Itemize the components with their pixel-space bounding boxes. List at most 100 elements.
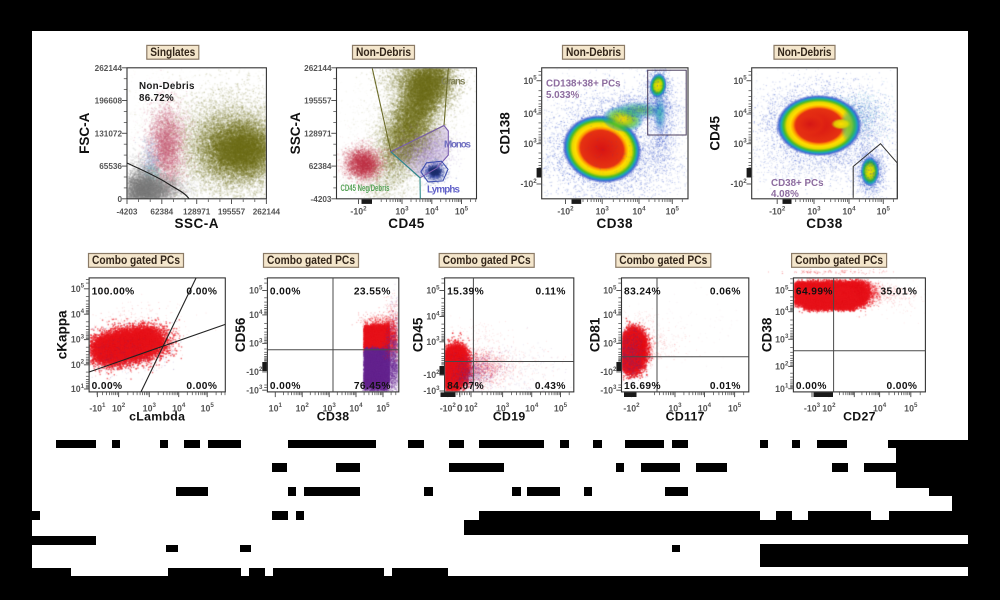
svg-text:64.99%: 64.99% <box>796 286 833 297</box>
svg-text:0: 0 <box>117 195 122 204</box>
svg-text:0.00%: 0.00% <box>186 381 217 392</box>
svg-text:23.55%: 23.55% <box>354 286 391 297</box>
svg-text:FSC-A: FSC-A <box>77 112 92 153</box>
svg-text:104: 104 <box>733 108 747 119</box>
svg-text:104: 104 <box>249 309 263 320</box>
svg-text:4.08%: 4.08% <box>771 189 799 200</box>
svg-text:103: 103 <box>596 205 610 216</box>
svg-text:Lymphs: Lymphs <box>427 185 461 196</box>
svg-text:104: 104 <box>71 308 85 319</box>
svg-text:102: 102 <box>464 402 478 413</box>
svg-text:CD38: CD38 <box>806 216 843 231</box>
svg-text:105: 105 <box>728 402 742 413</box>
svg-text:CD117: CD117 <box>666 410 705 424</box>
svg-text:262144: 262144 <box>304 64 332 73</box>
svg-text:103: 103 <box>395 205 409 216</box>
svg-text:Grans: Grans <box>441 77 466 88</box>
svg-text:0.00%: 0.00% <box>270 286 301 297</box>
svg-text:104: 104 <box>775 306 789 317</box>
svg-text:128971: 128971 <box>304 129 332 138</box>
svg-text:105: 105 <box>71 283 85 294</box>
svg-text:-102: -102 <box>440 402 457 413</box>
svg-text:CD138: CD138 <box>498 112 513 155</box>
svg-text:104: 104 <box>873 402 887 413</box>
svg-text:103: 103 <box>249 337 263 348</box>
svg-text:Combo gated PCs: Combo gated PCs <box>619 254 707 267</box>
svg-text:195557: 195557 <box>304 97 332 106</box>
svg-text:0.01%: 0.01% <box>710 381 741 392</box>
svg-text:0.00%: 0.00% <box>92 381 123 392</box>
svg-text:Non-Debris: Non-Debris <box>778 46 832 59</box>
svg-text:CD38+ PCs: CD38+ PCs <box>771 178 824 189</box>
svg-text:cKappa: cKappa <box>55 310 70 359</box>
svg-text:195557: 195557 <box>218 208 246 217</box>
svg-text:0.00%: 0.00% <box>186 286 217 297</box>
svg-text:0.06%: 0.06% <box>710 286 741 297</box>
svg-text:65536: 65536 <box>99 162 122 171</box>
svg-text:SSC-A: SSC-A <box>174 216 219 231</box>
svg-text:196608: 196608 <box>95 97 123 106</box>
svg-text:15.39%: 15.39% <box>447 286 484 297</box>
svg-text:262144: 262144 <box>253 208 281 217</box>
svg-text:Singlates: Singlates <box>150 46 195 59</box>
svg-text:CD27: CD27 <box>843 410 876 424</box>
svg-text:Combo gated PCs: Combo gated PCs <box>443 254 531 267</box>
svg-text:Combo gated PCs: Combo gated PCs <box>795 254 883 267</box>
svg-text:103: 103 <box>426 336 440 347</box>
svg-text:CD45: CD45 <box>388 216 425 231</box>
svg-text:104: 104 <box>425 205 439 216</box>
svg-text:103: 103 <box>71 334 85 345</box>
svg-text:Monos: Monos <box>444 140 472 151</box>
svg-text:-102: -102 <box>246 366 263 377</box>
svg-text:CD45 Neg/Debris: CD45 Neg/Debris <box>341 183 390 193</box>
svg-text:83.24%: 83.24% <box>624 286 661 297</box>
svg-text:105: 105 <box>249 284 263 295</box>
svg-text:104: 104 <box>426 310 440 321</box>
svg-text:105: 105 <box>201 402 215 413</box>
svg-text:105: 105 <box>666 205 680 216</box>
svg-text:35.01%: 35.01% <box>880 286 917 297</box>
svg-text:104: 104 <box>842 205 856 216</box>
svg-text:105: 105 <box>426 284 440 295</box>
svg-text:103: 103 <box>143 402 157 413</box>
svg-text:CD81: CD81 <box>588 317 603 352</box>
svg-text:105: 105 <box>733 75 747 86</box>
svg-text:131072: 131072 <box>95 129 123 138</box>
svg-text:-102: -102 <box>623 402 640 413</box>
svg-text:104: 104 <box>523 108 537 119</box>
svg-text:Combo gated PCs: Combo gated PCs <box>267 254 355 267</box>
svg-text:CD56: CD56 <box>233 317 248 352</box>
svg-text:0: 0 <box>457 403 463 414</box>
svg-text:0.11%: 0.11% <box>535 286 565 297</box>
svg-text:104: 104 <box>349 402 363 413</box>
svg-text:105: 105 <box>603 284 617 295</box>
svg-text:102: 102 <box>296 402 310 413</box>
svg-text:103: 103 <box>523 138 537 149</box>
svg-text:105: 105 <box>376 402 390 413</box>
svg-text:86.72%: 86.72% <box>139 93 174 104</box>
svg-text:104: 104 <box>172 402 186 413</box>
svg-text:CD45: CD45 <box>708 116 723 151</box>
svg-text:102: 102 <box>775 360 789 371</box>
svg-text:16.69%: 16.69% <box>624 381 661 392</box>
svg-text:Non-Debris: Non-Debris <box>139 81 195 92</box>
svg-text:-4203: -4203 <box>311 195 332 204</box>
svg-text:-4203: -4203 <box>117 208 138 217</box>
svg-text:103: 103 <box>496 402 510 413</box>
svg-text:101: 101 <box>775 383 789 394</box>
svg-text:CD38: CD38 <box>317 410 350 424</box>
svg-text:104: 104 <box>603 309 617 320</box>
svg-text:CD19: CD19 <box>493 410 526 424</box>
svg-text:CD45: CD45 <box>411 317 426 352</box>
svg-text:-102: -102 <box>731 178 748 189</box>
svg-text:-103: -103 <box>246 384 263 395</box>
svg-text:-103: -103 <box>423 385 440 396</box>
svg-text:103: 103 <box>733 138 747 149</box>
svg-text:-102: -102 <box>769 205 786 216</box>
svg-text:0.00%: 0.00% <box>796 381 827 392</box>
svg-text:105: 105 <box>523 75 537 86</box>
svg-text:62384: 62384 <box>309 162 332 171</box>
svg-text:-102: -102 <box>521 178 538 189</box>
svg-text:103: 103 <box>323 402 337 413</box>
svg-text:-102: -102 <box>350 205 367 216</box>
